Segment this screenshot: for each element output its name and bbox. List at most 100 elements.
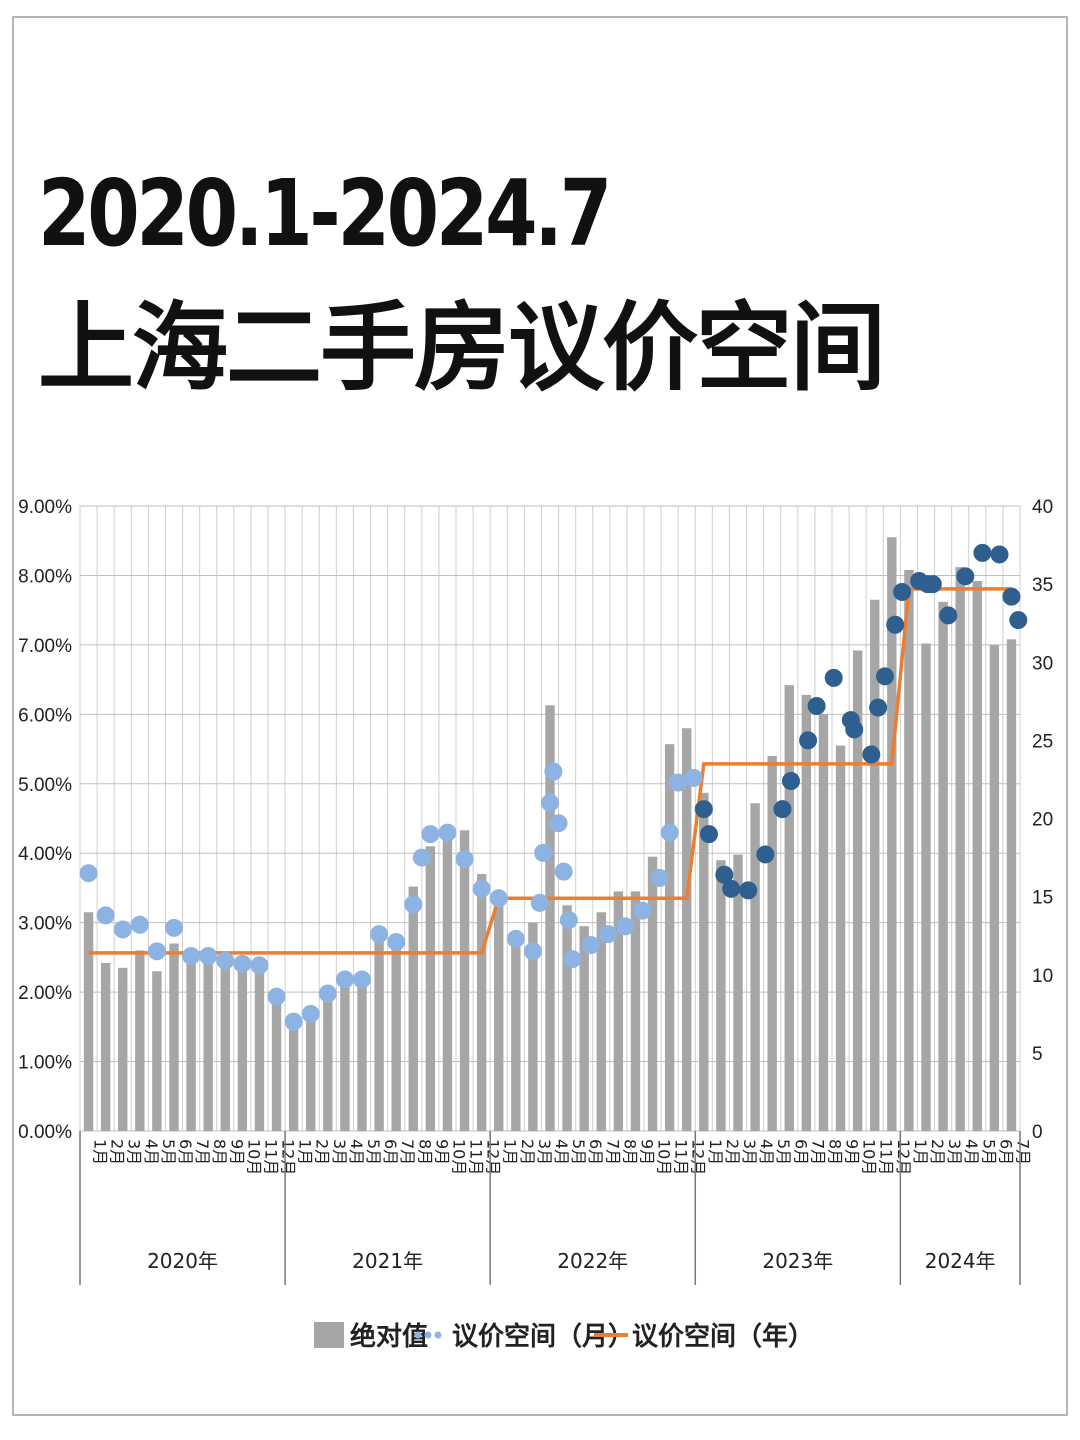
x-month-tick-label: 1月 xyxy=(706,1139,725,1165)
x-month-tick-label: 10月 xyxy=(860,1139,879,1175)
dot-monthly-space xyxy=(165,918,183,937)
bar-absolute-value xyxy=(545,705,555,1131)
dot-monthly-space xyxy=(715,865,734,884)
x-month-tick-label: 3月 xyxy=(945,1139,964,1165)
dot-monthly-space xyxy=(335,970,354,989)
dot-monthly-space xyxy=(599,925,618,944)
bar-absolute-value xyxy=(801,694,812,1131)
y-left-tick-label: 7.00% xyxy=(18,636,72,657)
dot-monthly-space xyxy=(616,917,635,936)
bar-absolute-value xyxy=(254,967,265,1131)
x-month-tick-label: 5月 xyxy=(979,1139,998,1165)
bar-absolute-value xyxy=(852,650,863,1131)
bar-absolute-value xyxy=(408,886,418,1131)
x-year-group-label: 2024年 xyxy=(925,1249,996,1273)
x-month-tick-label: 8月 xyxy=(210,1139,229,1165)
x-month-tick-label: 10月 xyxy=(449,1139,468,1175)
x-month-tick-label: 11月 xyxy=(261,1139,280,1175)
dot-monthly-space xyxy=(699,825,718,844)
bar-absolute-value xyxy=(887,537,897,1131)
y-left-tick-label: 3.00% xyxy=(18,914,72,935)
dot-monthly-space xyxy=(113,920,132,939)
dot-monthly-space xyxy=(893,582,912,601)
dot-monthly-space xyxy=(216,951,235,970)
x-year-group-label: 2023年 xyxy=(762,1249,833,1273)
bar-absolute-value xyxy=(391,943,401,1131)
x-year-group-label: 2022年 xyxy=(557,1249,628,1273)
x-month-tick-label: 2月 xyxy=(518,1139,537,1165)
bar-absolute-value xyxy=(596,912,606,1131)
y-left-tick-label: 1.00% xyxy=(18,1053,72,1074)
dot-monthly-space xyxy=(438,823,457,842)
y-left-tick-label: 2.00% xyxy=(18,983,72,1004)
y-right-tick-label: 10 xyxy=(1032,966,1053,987)
bar-absolute-value xyxy=(83,912,94,1131)
x-month-tick-label: 3月 xyxy=(125,1139,144,1165)
dot-monthly-space xyxy=(886,615,905,634)
dot-monthly-space xyxy=(722,879,741,898)
dot-monthly-space xyxy=(1002,587,1021,606)
x-month-tick-label: 11月 xyxy=(877,1139,896,1175)
x-year-group-label: 2021年 xyxy=(352,1249,423,1273)
dot-monthly-space xyxy=(582,936,601,955)
x-month-tick-label: 6月 xyxy=(996,1139,1015,1165)
y-left-tick-label: 4.00% xyxy=(18,844,72,865)
x-month-tick-label: 1月 xyxy=(91,1139,110,1165)
dot-monthly-space xyxy=(845,720,864,739)
dot-monthly-space xyxy=(875,667,894,686)
dot-monthly-space xyxy=(1009,611,1028,630)
chart-title-main: 上海二手房议价空间 xyxy=(38,292,886,404)
dot-monthly-space xyxy=(233,954,252,973)
dot-monthly-space xyxy=(563,950,582,969)
x-month-tick-label: 11月 xyxy=(672,1139,691,1175)
x-month-tick-label: 11月 xyxy=(467,1139,486,1175)
bar-absolute-value xyxy=(716,860,726,1131)
bar-absolute-value xyxy=(169,943,179,1131)
dot-monthly-space xyxy=(923,575,942,594)
bar-absolute-value xyxy=(357,976,367,1131)
dot-monthly-space xyxy=(633,901,652,920)
y-right-tick-label: 35 xyxy=(1032,575,1053,596)
bar-absolute-value xyxy=(476,874,487,1131)
x-month-tick-label: 7月 xyxy=(398,1139,417,1165)
x-month-tick-label: 1月 xyxy=(296,1139,315,1165)
y-left-tick-label: 8.00% xyxy=(18,566,72,587)
bar-absolute-value xyxy=(647,856,658,1131)
x-month-tick-label: 2月 xyxy=(313,1139,332,1165)
bar-absolute-value xyxy=(494,905,504,1131)
bar-absolute-value xyxy=(186,960,196,1131)
x-year-group-label: 2020年 xyxy=(147,1249,218,1273)
chart-title-date-range: 2020.1-2024.7 xyxy=(38,160,612,267)
y-right-tick-label: 15 xyxy=(1032,888,1053,909)
bar-absolute-value xyxy=(340,979,350,1131)
bar-absolute-value xyxy=(921,643,931,1131)
y-right-tick-label: 40 xyxy=(1032,497,1053,518)
dot-monthly-space xyxy=(650,868,669,887)
dot-monthly-space xyxy=(559,911,578,930)
bar-absolute-value xyxy=(288,1019,299,1131)
x-month-tick-label: 2月 xyxy=(108,1139,127,1165)
bar-absolute-value xyxy=(870,599,880,1131)
legend-swatch-bar xyxy=(314,1322,344,1348)
bar-absolute-value xyxy=(306,1009,316,1131)
bar-absolute-value xyxy=(237,965,248,1131)
dot-monthly-space xyxy=(544,762,563,781)
bar-absolute-value xyxy=(459,830,470,1131)
bar-absolute-value xyxy=(220,951,230,1131)
dot-monthly-space xyxy=(869,698,888,717)
x-month-tick-label: 1月 xyxy=(911,1139,930,1165)
dot-monthly-space xyxy=(549,814,568,833)
x-month-tick-label: 2月 xyxy=(928,1139,947,1165)
x-month-tick-label: 5月 xyxy=(569,1139,588,1165)
dot-monthly-space xyxy=(318,984,337,1003)
dot-monthly-space xyxy=(694,800,713,819)
bar-absolute-value xyxy=(323,993,333,1131)
legend-swatch-dot xyxy=(434,1331,442,1339)
bar-absolute-value xyxy=(767,756,777,1131)
dot-monthly-space xyxy=(956,567,975,586)
legend-swatch-dot xyxy=(424,1331,432,1339)
x-month-tick-label: 8月 xyxy=(825,1139,844,1165)
x-month-tick-label: 6月 xyxy=(381,1139,400,1165)
bar-absolute-value xyxy=(664,744,675,1131)
x-month-tick-label: 10月 xyxy=(244,1139,263,1175)
